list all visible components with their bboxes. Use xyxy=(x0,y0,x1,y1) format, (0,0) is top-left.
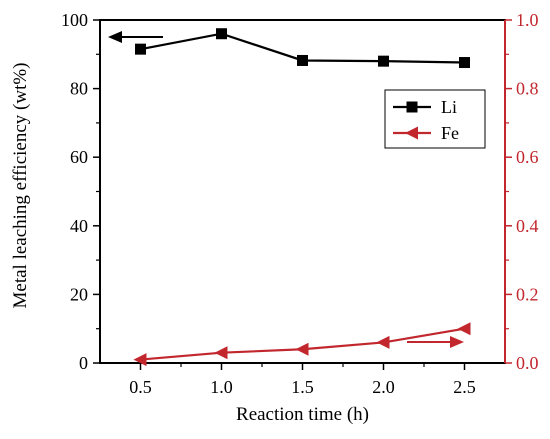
y-axis-right: 0.0 0.2 0.4 0.6 0.8 1.0 xyxy=(504,10,539,373)
data-point-fe xyxy=(214,346,228,360)
legend-box xyxy=(384,89,486,149)
y-right-tick-label: 0.2 xyxy=(516,284,539,304)
data-point-li xyxy=(378,55,389,67)
right-axis-arrow-head xyxy=(450,336,464,348)
legend-swatch-marker xyxy=(405,126,418,140)
data-point-li xyxy=(297,54,308,66)
legend: Li Fe xyxy=(384,89,486,149)
y-left-tick-label: 60 xyxy=(70,147,88,167)
legend-swatch-marker xyxy=(406,101,418,113)
y-axis-left: 0 20 40 60 80 100 xyxy=(61,10,100,373)
y-left-tick-label: 100 xyxy=(61,10,88,30)
legend-entry-fe: Fe xyxy=(393,123,459,143)
x-axis-label: Reaction time (h) xyxy=(236,404,369,425)
legend-label: Li xyxy=(441,97,457,117)
data-point-fe xyxy=(376,335,390,349)
y-left-tick-label: 40 xyxy=(70,216,88,236)
series-layer xyxy=(133,28,471,367)
y-right-tick-label: 0.6 xyxy=(516,147,539,167)
y-left-tick-label: 20 xyxy=(70,284,88,304)
x-axis: 0.5 1.0 1.5 2.0 2.5 xyxy=(129,363,476,397)
series-fe xyxy=(133,322,471,367)
y-right-tick-label: 1.0 xyxy=(516,10,539,30)
y-right-tick-label: 0.8 xyxy=(516,79,539,99)
data-point-li xyxy=(216,28,227,40)
series-li xyxy=(135,28,470,69)
plot-area xyxy=(99,19,506,364)
data-point-li xyxy=(459,57,470,69)
data-point-fe xyxy=(457,322,471,336)
y-axis-left-label: Metal leaching efficiency (wt%) xyxy=(10,62,31,308)
x-tick-label: 1.5 xyxy=(291,377,314,397)
x-tick-label: 0.5 xyxy=(129,377,152,397)
x-tick-label: 2.0 xyxy=(372,377,395,397)
left-axis-arrow-head xyxy=(108,31,122,43)
y-left-tick-label: 80 xyxy=(70,79,88,99)
data-point-fe xyxy=(133,353,147,367)
series-line-fe xyxy=(140,327,465,361)
legend-label: Fe xyxy=(441,123,459,143)
data-point-li xyxy=(135,43,146,55)
legend-entry-li: Li xyxy=(393,97,457,117)
data-point-fe xyxy=(295,342,309,356)
y-right-tick-label: 0.4 xyxy=(516,216,539,236)
y-left-tick-label: 0 xyxy=(79,353,88,373)
y-right-tick-label: 0.0 xyxy=(516,353,539,373)
x-tick-label: 2.5 xyxy=(453,377,476,397)
axis-indicator-arrows xyxy=(108,31,464,348)
x-tick-label: 1.0 xyxy=(210,377,233,397)
